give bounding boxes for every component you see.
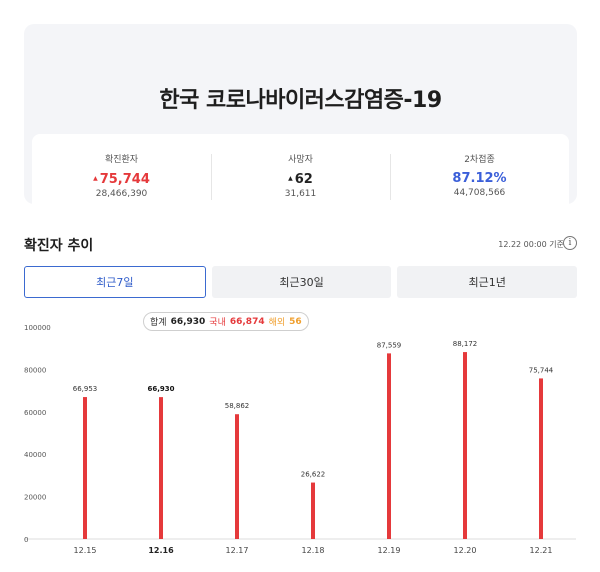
stat-label: 2차접종 (464, 155, 495, 165)
reference-time: 12.22 00:00 기준 (498, 240, 564, 249)
bar-value-label: 88,172 (453, 340, 478, 348)
stat-total: 28,466,390 (95, 189, 148, 199)
chart-tooltip: 합계 66,930 국내 66,874 해외 56 (143, 312, 309, 331)
up-arrow-icon: ▲ (288, 175, 293, 182)
stat-value-number: 62 (294, 172, 313, 187)
bar (159, 397, 163, 539)
stat-value-number: 75,744 (99, 172, 150, 187)
tooltip-overseas: 56 (289, 316, 302, 327)
bar-value-label: 66,930 (147, 385, 174, 393)
y-tick-label: 20000 (24, 494, 46, 502)
tooltip-total-label: 합계 (150, 318, 167, 328)
tooltip-domestic: 66,874 (229, 316, 265, 327)
period-tabs: 최근7일 최근30일 최근1년 (24, 266, 578, 298)
summary-card: 한국 코로나바이러스감염증-19 확진환자 ▲ 75,744 28,466,390… (24, 24, 577, 220)
stat-value: 87.12% (390, 171, 569, 186)
info-icon[interactable]: i (563, 236, 577, 250)
y-tick-label: 100000 (24, 324, 51, 332)
tab-recent-1-year[interactable]: 최근1년 (397, 266, 578, 298)
x-tick-label: 12.18 (302, 546, 325, 555)
tab-recent-7-days[interactable]: 최근7일 (24, 266, 206, 298)
up-arrow-icon: ▲ (93, 175, 98, 182)
bar-value-label: 66,953 (73, 385, 98, 393)
stat-total: 44,708,566 (453, 188, 506, 198)
tooltip-total: 66,930 (170, 316, 206, 327)
bar-value-label: 87,559 (377, 341, 402, 349)
y-tick-label: 60000 (24, 409, 46, 417)
stat-value: ▲ 75,744 (32, 171, 211, 187)
stat-value: ▲ 62 (211, 171, 390, 187)
stat-label: 확진환자 (104, 155, 139, 165)
stat-value-number: 87.12% (452, 171, 507, 186)
bar-value-label: 26,622 (301, 471, 326, 479)
stat-deaths: 사망자 ▲ 62 31,611 (211, 152, 390, 202)
x-tick-label: 12.15 (74, 546, 97, 555)
stat-confirmed: 확진환자 ▲ 75,744 28,466,390 (32, 152, 211, 202)
bar-value-label: 75,744 (529, 366, 554, 374)
x-tick-label: 12.19 (378, 546, 401, 555)
x-tick-label: 12.16 (148, 546, 174, 555)
x-tick-label: 12.17 (226, 546, 249, 555)
bar (311, 482, 315, 539)
tooltip-overseas-label: 해외 (268, 318, 286, 328)
bar (235, 414, 239, 539)
trend-title: 확진자 추이 (24, 238, 94, 254)
bar-value-label: 58,862 (225, 402, 250, 410)
bar (83, 397, 87, 539)
x-tick-label: 12.21 (530, 546, 553, 555)
stats-panel: 확진환자 ▲ 75,744 28,466,390 사망자 ▲ 62 31,611 2… (32, 134, 569, 220)
bar (387, 353, 391, 539)
stat-total: 31,611 (284, 189, 317, 199)
bar (539, 378, 543, 539)
summary-title: 한국 코로나바이러스감염증-19 (159, 88, 442, 113)
x-tick-label: 12.20 (454, 546, 477, 555)
tab-recent-30-days[interactable]: 최근30일 (211, 266, 392, 298)
stat-label: 사망자 (288, 155, 313, 165)
stat-vaccination: 2차접종 87.12% 44,708,566 (390, 152, 569, 202)
tooltip-domestic-label: 국내 (209, 318, 226, 328)
bar (463, 352, 467, 539)
y-tick-label: 40000 (24, 451, 46, 459)
y-tick-label: 80000 (24, 366, 46, 374)
y-tick-label: 0 (24, 536, 28, 544)
confirmed-cases-chart: 0 20000 40000 60000 80000 100000 66,953 12.15 66… (24, 324, 576, 555)
